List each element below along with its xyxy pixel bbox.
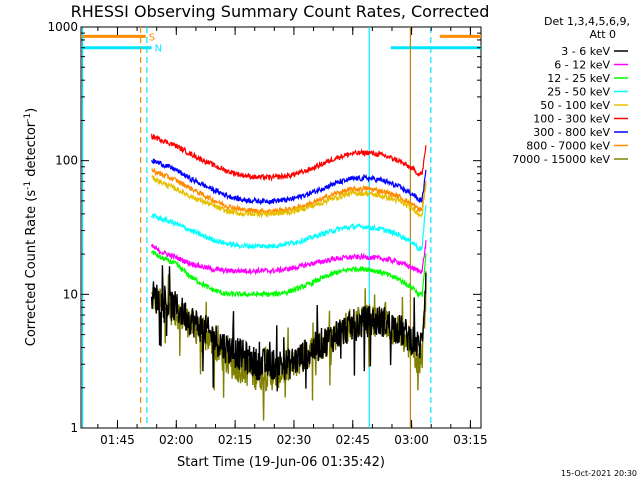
legend-label: 6 - 12 keV xyxy=(554,59,610,72)
x-tick-label: 02:45 xyxy=(335,433,370,447)
flag-label: S xyxy=(149,32,155,43)
legend-label: 100 - 300 keV xyxy=(533,113,610,126)
series-layer xyxy=(150,133,427,421)
y-axis-title-part1: Corrected Count Rate (s xyxy=(24,190,39,347)
x-axis-title: Start Time (19-Jun-06 01:35:42) xyxy=(177,455,385,470)
flag-label: N xyxy=(155,44,162,55)
chart-title: RHESSI Observing Summary Count Rates, Co… xyxy=(71,2,490,21)
legend-header-line1: Det 1,3,4,5,6,9, xyxy=(544,15,630,28)
series-line xyxy=(150,265,427,392)
y-tick-label: 100 xyxy=(55,154,78,168)
legend-label: 7000 - 15000 keV xyxy=(512,153,610,166)
legend-label: 12 - 25 keV xyxy=(547,72,610,85)
series-line xyxy=(151,249,427,299)
x-tick-label: 02:30 xyxy=(277,433,312,447)
series-line xyxy=(151,174,427,219)
y-axis-title-part3: ) xyxy=(24,108,39,113)
legend-label: 3 - 6 keV xyxy=(561,45,610,58)
x-tick-label: 01:45 xyxy=(100,433,135,447)
series-line xyxy=(151,167,427,215)
y-axis-title-sup1: -1 xyxy=(23,181,33,190)
legend-header-line2: Att 0 xyxy=(590,28,616,41)
legend-label: 25 - 50 keV xyxy=(547,86,610,99)
y-axis: 1 10 100 1000 xyxy=(47,20,481,435)
plot-frame xyxy=(80,26,482,429)
series-line xyxy=(150,271,427,421)
y-axis-title-part2: detector xyxy=(24,121,39,181)
y-tick-label: 1 xyxy=(70,421,78,435)
y-axis-title-sup2: -1 xyxy=(23,113,33,122)
legend-label: 800 - 7000 keV xyxy=(526,140,610,153)
x-tick-label: 03:15 xyxy=(453,433,488,447)
flag-layer: SN xyxy=(81,32,481,55)
series-line xyxy=(151,133,427,182)
legend-label: 50 - 100 keV xyxy=(540,99,610,112)
series-line xyxy=(151,158,427,206)
series-line xyxy=(151,204,427,252)
x-tick-label: 02:00 xyxy=(159,433,194,447)
footer-timestamp: 15-Oct-2021 20:30 xyxy=(561,469,637,478)
x-axis: 01:45 02:00 02:15 02:30 02:45 03:00 03:15 xyxy=(97,27,488,447)
series-line xyxy=(151,240,427,276)
x-tick-label: 02:15 xyxy=(218,433,253,447)
legend-label: 300 - 800 keV xyxy=(533,126,610,139)
y-axis-title: Corrected Count Rate (s-1 detector-1) xyxy=(23,108,39,346)
x-tick-label: 03:00 xyxy=(394,433,429,447)
y-tick-label: 10 xyxy=(63,287,78,301)
y-tick-label: 1000 xyxy=(47,20,78,34)
